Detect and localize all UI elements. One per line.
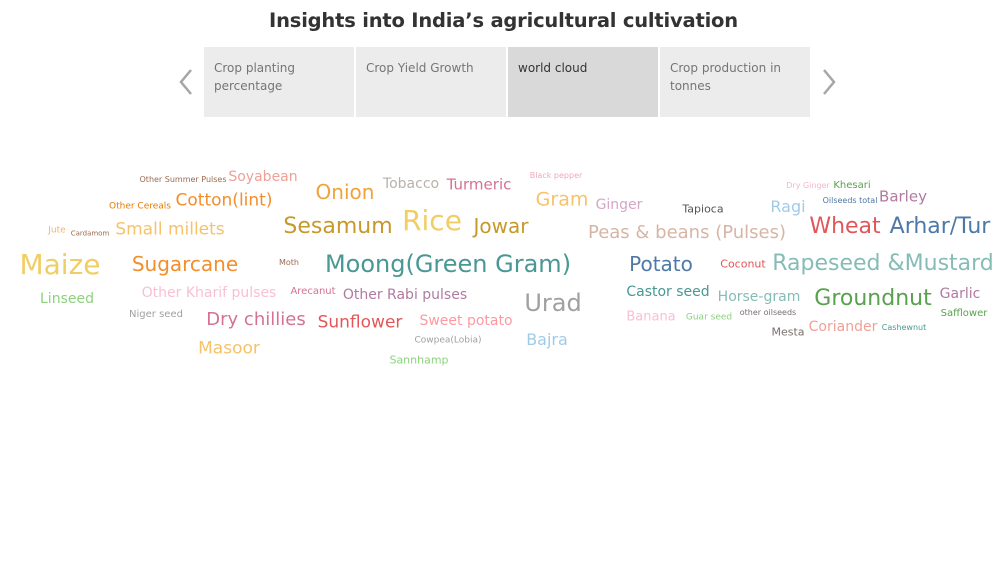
word-cloud-term[interactable]: Coconut xyxy=(720,257,766,271)
word-cloud-term[interactable]: Ginger xyxy=(595,197,643,213)
word-cloud-term[interactable]: Dry Ginger xyxy=(786,181,830,190)
tab-crop-production-in-tonnes[interactable]: Crop production in tonnes xyxy=(660,47,810,117)
word-cloud-term[interactable]: Barley xyxy=(879,187,927,206)
word-cloud-term[interactable]: Rapeseed &Mustard xyxy=(772,251,994,276)
word-cloud-term[interactable]: Maize xyxy=(19,248,101,281)
word-cloud-term[interactable]: Dry chillies xyxy=(206,309,306,330)
word-cloud-term[interactable]: Tobacco xyxy=(382,176,440,192)
word-cloud-term[interactable]: Garlic xyxy=(939,286,981,302)
word-cloud-term[interactable]: Moth xyxy=(278,258,300,267)
word-cloud-term[interactable]: Coriander xyxy=(808,319,878,335)
word-cloud-term[interactable]: Cardamom xyxy=(70,229,110,238)
word-cloud-term[interactable]: Oilseeds total xyxy=(822,196,878,205)
word-cloud-term[interactable]: Turmeric xyxy=(446,175,512,194)
word-cloud-term[interactable]: Other Kharif pulses xyxy=(141,285,277,301)
word-cloud-term[interactable]: Wheat xyxy=(809,214,881,239)
word-cloud-term[interactable]: Sesamum xyxy=(283,214,393,239)
word-cloud-term[interactable]: Other Rabi pulses xyxy=(342,287,468,303)
word-cloud-term[interactable]: Other Cereals xyxy=(109,201,171,212)
word-cloud-term[interactable]: Other Summer Pulses xyxy=(139,175,227,184)
next-story-button[interactable] xyxy=(816,66,840,98)
word-cloud-term[interactable]: Sweet potato xyxy=(419,313,513,329)
word-cloud-term[interactable]: Masoor xyxy=(198,338,260,359)
word-cloud-term[interactable]: Cashewnut xyxy=(881,323,927,332)
tab-label: world cloud xyxy=(518,61,588,75)
tab-label: Crop planting percentage xyxy=(214,61,295,93)
tab-crop-planting-percentage[interactable]: Crop planting percentage xyxy=(204,47,354,117)
word-cloud-term[interactable]: Moong(Green Gram) xyxy=(324,250,572,278)
word-cloud-term[interactable]: Banana xyxy=(626,309,676,325)
word-cloud-term[interactable]: Sannhamp xyxy=(389,353,449,367)
tab-crop-yield-growth[interactable]: Crop Yield Growth xyxy=(356,47,506,117)
word-cloud-term[interactable]: Groundnut xyxy=(814,286,932,311)
word-cloud-term[interactable]: Bajra xyxy=(526,330,568,349)
word-cloud-term[interactable]: Rice xyxy=(402,204,462,237)
word-cloud-term[interactable]: Black pepper xyxy=(529,171,583,180)
word-cloud-term[interactable]: Jute xyxy=(48,225,66,236)
page-title: Insights into India’s agricultural culti… xyxy=(269,9,738,32)
word-cloud-term[interactable]: Guar seed xyxy=(685,312,733,323)
word-cloud-term[interactable]: Gram xyxy=(535,188,589,211)
word-cloud-term[interactable]: Arecanut xyxy=(290,286,336,297)
word-cloud-term[interactable]: Horse-gram xyxy=(717,289,801,305)
chevron-left-icon xyxy=(179,69,192,95)
word-cloud-term[interactable]: Potato xyxy=(629,252,693,276)
word-cloud-term[interactable]: Soyabean xyxy=(228,169,298,185)
word-cloud-term[interactable]: Onion xyxy=(315,180,375,204)
prev-story-button[interactable] xyxy=(175,66,199,98)
word-cloud-term[interactable]: other oilseeds xyxy=(739,308,797,317)
tab-label: Crop Yield Growth xyxy=(366,61,474,75)
word-cloud-term[interactable]: Arhar/Tur xyxy=(889,214,991,239)
tab-label: Crop production in tonnes xyxy=(670,61,782,93)
tab-world-cloud[interactable]: world cloud xyxy=(508,47,658,117)
word-cloud-term[interactable]: Cowpea(Lobia) xyxy=(414,335,482,346)
word-cloud-term[interactable]: Peas & beans (Pulses) xyxy=(587,222,787,243)
word-cloud-term[interactable]: Jowar xyxy=(473,214,529,238)
chevron-right-icon xyxy=(823,69,836,95)
word-cloud-term[interactable]: Sugarcane xyxy=(131,252,239,276)
word-cloud-term[interactable]: Tapioca xyxy=(682,202,724,216)
word-cloud-term[interactable]: Castor seed xyxy=(626,284,710,300)
word-cloud-term[interactable]: Safflower xyxy=(940,308,988,319)
word-cloud-term[interactable]: Linseed xyxy=(40,291,94,307)
word-cloud-term[interactable]: Ragi xyxy=(770,197,806,216)
word-cloud-term[interactable]: Niger seed xyxy=(129,309,183,320)
word-cloud-term[interactable]: Urad xyxy=(524,289,582,317)
word-cloud-term[interactable]: Sunflower xyxy=(317,312,403,333)
word-cloud-term[interactable]: Cotton(lint) xyxy=(175,190,273,211)
word-cloud-term[interactable]: Mesta xyxy=(771,325,805,339)
word-cloud-term[interactable]: Small millets xyxy=(115,219,225,240)
word-cloud-term[interactable]: Khesari xyxy=(833,180,871,191)
